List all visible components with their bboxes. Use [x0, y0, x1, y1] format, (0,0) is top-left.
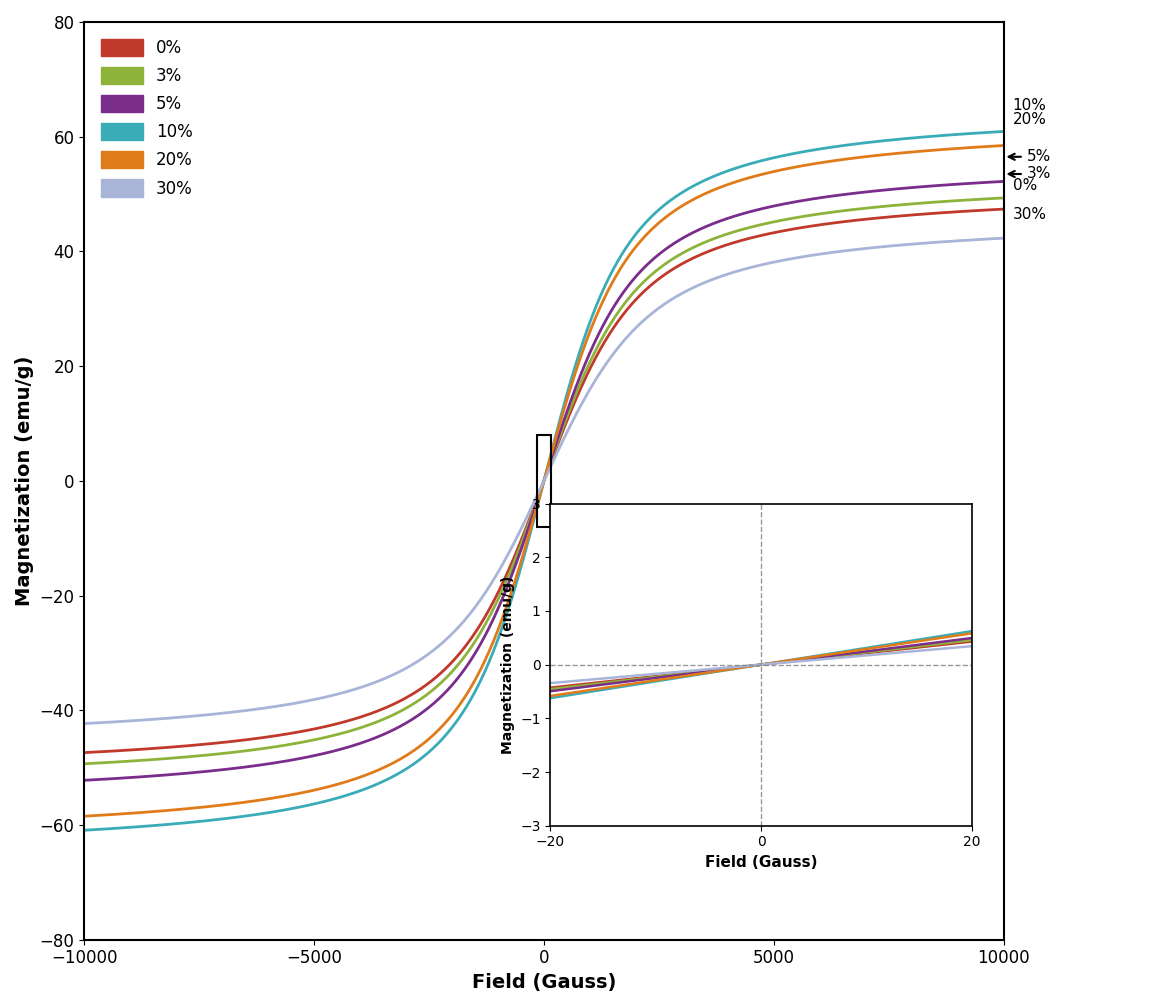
Text: 30%: 30%	[1013, 206, 1047, 222]
20%	[970, 141, 984, 153]
3%	[801, 209, 815, 222]
30%	[970, 234, 984, 246]
30%	[970, 234, 984, 246]
10%	[77, 824, 91, 836]
30%	[500, 551, 514, 563]
5%	[525, 514, 539, 526]
Text: 3%: 3%	[1008, 166, 1050, 181]
Line: 20%: 20%	[84, 146, 1004, 817]
Y-axis label: Magnetization (emu/g): Magnetization (emu/g)	[500, 575, 514, 754]
20%	[124, 808, 138, 820]
20%	[970, 141, 984, 153]
10%	[525, 524, 539, 536]
0%	[500, 568, 514, 580]
30%	[525, 501, 539, 514]
Text: 10%: 10%	[1013, 98, 1047, 113]
20%	[997, 140, 1011, 152]
30%	[124, 715, 138, 727]
5%	[970, 177, 984, 189]
0%	[970, 204, 984, 217]
X-axis label: Field (Gauss): Field (Gauss)	[705, 855, 817, 870]
Line: 0%: 0%	[84, 209, 1004, 752]
3%	[525, 511, 539, 523]
10%	[970, 127, 984, 139]
20%	[77, 811, 91, 823]
5%	[77, 774, 91, 786]
Text: 0%: 0%	[1013, 178, 1038, 193]
3%	[77, 757, 91, 769]
10%	[801, 145, 815, 157]
Text: 5%: 5%	[1008, 149, 1050, 164]
5%	[124, 771, 138, 783]
5%	[500, 582, 514, 594]
Line: 30%: 30%	[84, 238, 1004, 724]
3%	[500, 574, 514, 586]
Line: 3%: 3%	[84, 198, 1004, 763]
Bar	[537, 435, 550, 527]
3%	[970, 193, 984, 205]
3%	[970, 193, 984, 205]
Text: 20%: 20%	[1013, 112, 1047, 127]
Y-axis label: Magnetization (emu/g): Magnetization (emu/g)	[15, 355, 34, 606]
0%	[970, 204, 984, 217]
30%	[77, 718, 91, 730]
30%	[997, 232, 1011, 244]
10%	[970, 127, 984, 139]
0%	[77, 746, 91, 758]
0%	[801, 221, 815, 233]
0%	[525, 509, 539, 521]
20%	[500, 599, 514, 611]
Legend: 0%, 3%, 5%, 10%, 20%, 30%: 0%, 3%, 5%, 10%, 20%, 30%	[93, 30, 201, 206]
Line: 10%: 10%	[84, 132, 1004, 830]
5%	[997, 175, 1011, 187]
5%	[801, 193, 815, 205]
0%	[997, 203, 1011, 215]
20%	[525, 521, 539, 533]
X-axis label: Field (Gauss): Field (Gauss)	[472, 973, 616, 992]
0%	[124, 744, 138, 756]
Line: 5%: 5%	[84, 181, 1004, 780]
3%	[997, 192, 1011, 204]
10%	[124, 822, 138, 834]
30%	[801, 250, 815, 262]
20%	[801, 159, 815, 171]
3%	[124, 755, 138, 767]
5%	[970, 177, 984, 189]
10%	[500, 607, 514, 619]
10%	[997, 126, 1011, 138]
